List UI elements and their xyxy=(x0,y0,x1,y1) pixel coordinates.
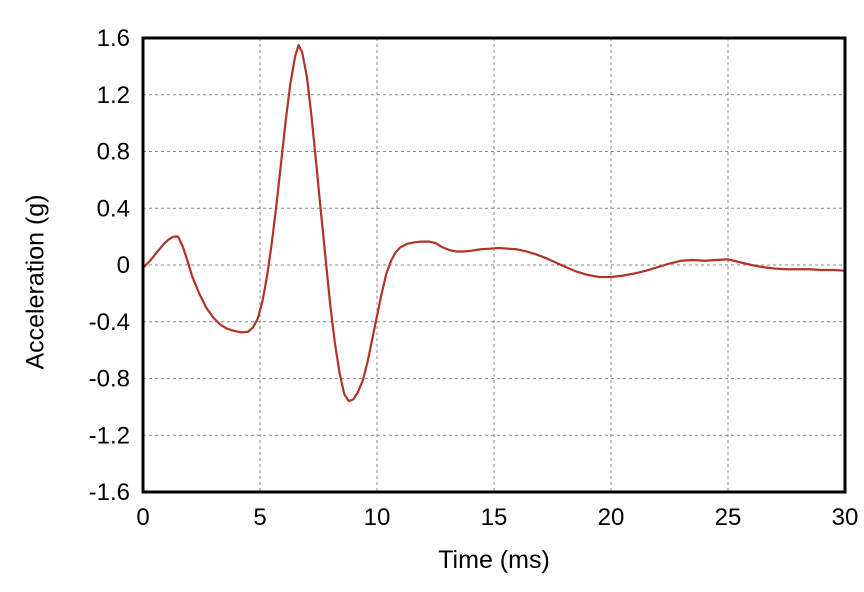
x-tick-label: 30 xyxy=(832,504,859,531)
x-tick-label: 25 xyxy=(715,504,742,531)
x-axis-title: Time (ms) xyxy=(438,546,550,574)
gridlines xyxy=(143,38,845,492)
y-axis-title: Acceleration (g) xyxy=(21,194,50,370)
y-tick-label: 1.6 xyxy=(97,25,130,52)
x-tick-label: 20 xyxy=(598,504,625,531)
y-tick-label: -0.8 xyxy=(89,366,130,393)
acceleration-trace xyxy=(141,43,847,403)
x-tick-label: 15 xyxy=(481,504,508,531)
y-tick-label: -1.6 xyxy=(89,479,130,506)
y-tick-label: 0 xyxy=(117,252,130,279)
y-tick-label: 0.8 xyxy=(97,139,130,166)
x-tick-label: 0 xyxy=(136,504,149,531)
y-tick-label: 0.4 xyxy=(97,195,130,222)
plot-frame xyxy=(141,36,847,494)
x-tick-label: 10 xyxy=(364,504,391,531)
x-tick-label: 5 xyxy=(253,504,266,531)
y-tick-label: -1.2 xyxy=(89,422,130,449)
tick-labels: 0 5 10 15 20 25 30 -1.6 -1.2 -0.8 -0.4 0 0.4 0.8 1.2 1.… xyxy=(89,25,859,531)
y-tick-label: -0.4 xyxy=(89,309,130,336)
y-tick-label: 1.2 xyxy=(97,82,130,109)
